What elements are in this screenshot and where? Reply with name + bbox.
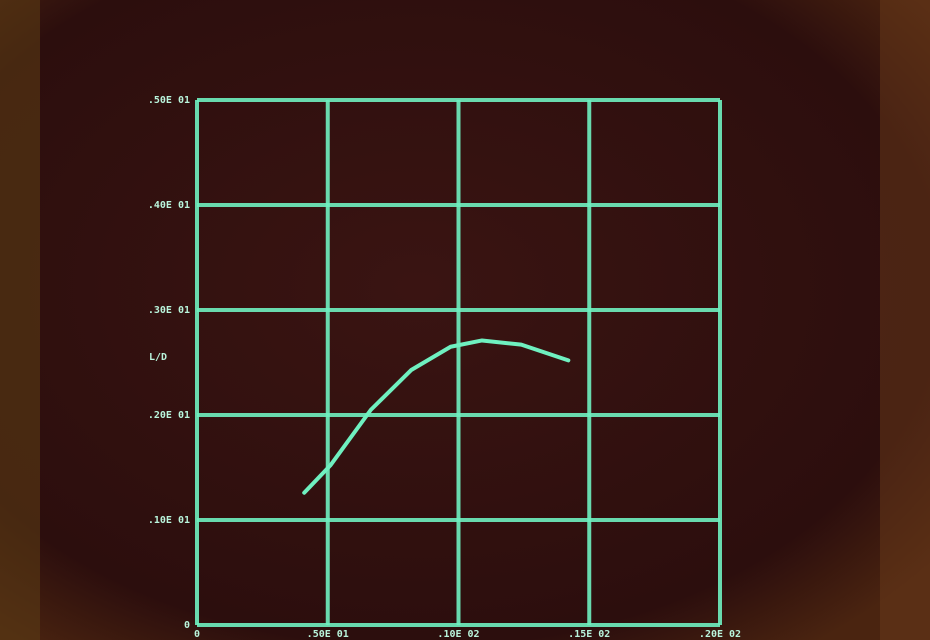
bezel-right xyxy=(880,0,930,640)
x-tick-label: .50E 01 xyxy=(307,629,349,640)
x-tick-label: 0 xyxy=(194,629,200,640)
y-tick-label: .10E 01 xyxy=(148,515,190,526)
y-axis-label: L/D xyxy=(149,352,167,363)
x-tick-label: .20E 02 xyxy=(699,629,741,640)
y-tick-label: .50E 01 xyxy=(148,95,190,106)
y-tick-label: .40E 01 xyxy=(148,200,190,211)
y-tick-label: 0 xyxy=(184,620,190,631)
data-line xyxy=(302,338,571,495)
bezel-left xyxy=(0,0,40,640)
x-tick-label: .15E 02 xyxy=(568,629,610,640)
x-tick-label: .10E 02 xyxy=(437,629,479,640)
y-tick-label: .20E 01 xyxy=(148,410,190,421)
y-tick-label: .30E 01 xyxy=(148,305,190,316)
